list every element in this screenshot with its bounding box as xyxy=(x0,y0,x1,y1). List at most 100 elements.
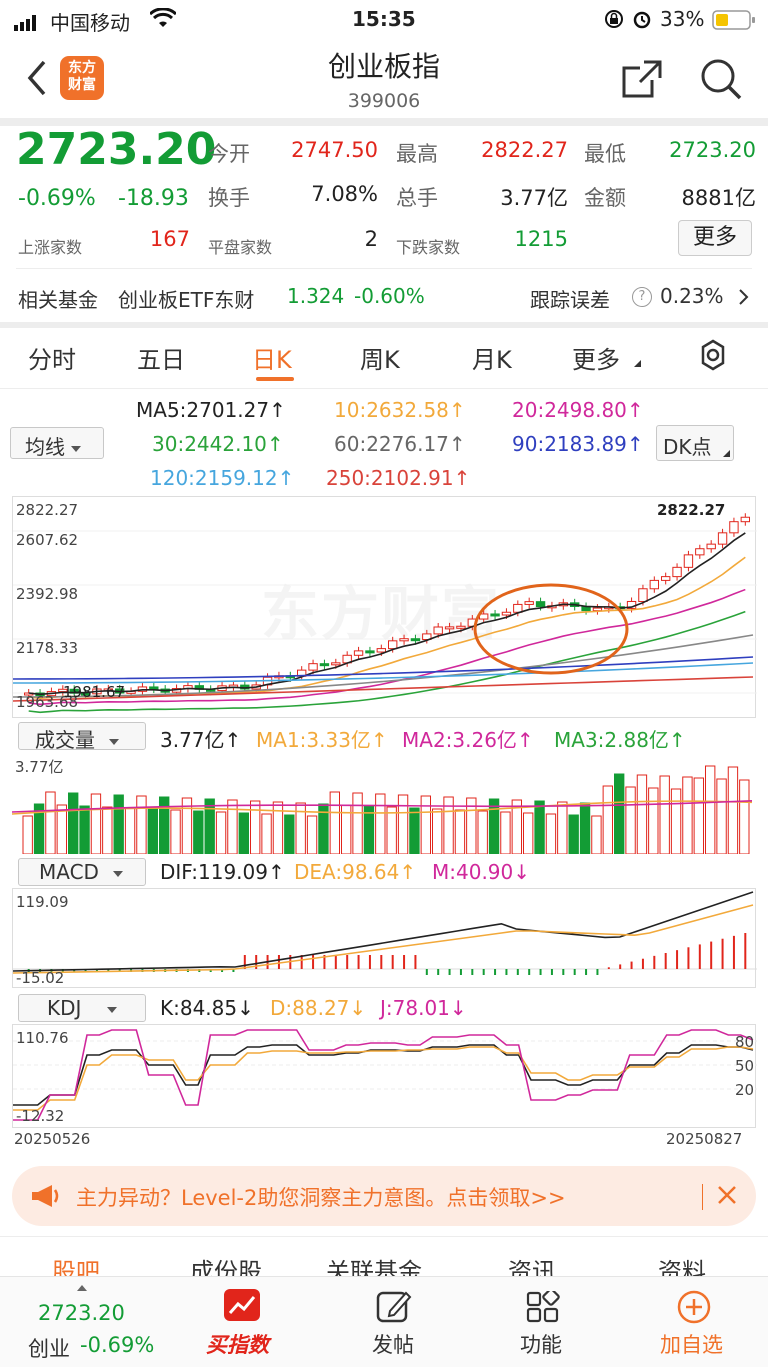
decliners-label: 下跌家数 xyxy=(396,238,461,257)
carrier: 中国移动 xyxy=(50,11,130,35)
volume-bar-down xyxy=(284,814,295,854)
candle-up xyxy=(376,648,386,653)
bottom-price: 2723.20 xyxy=(38,1301,125,1325)
fund-price: 1.324 xyxy=(287,284,345,308)
volume-value: 3.77亿↑ xyxy=(160,728,242,752)
d-line xyxy=(13,1046,754,1111)
volume-ma2: MA2:3.26亿↑ xyxy=(402,728,534,752)
tab-guba[interactable]: 股吧 xyxy=(52,1258,100,1276)
ma90-line xyxy=(13,656,754,680)
price-axis-label: 1963.68 xyxy=(16,693,79,711)
trend-chart-icon xyxy=(224,1289,260,1321)
volume-chart[interactable]: 3.77亿 xyxy=(12,754,756,854)
tab-profile[interactable]: 资料 xyxy=(658,1258,706,1276)
candle-up xyxy=(388,640,398,650)
candle-up xyxy=(717,532,728,545)
candle-up xyxy=(740,516,750,523)
ma30-value: 30:2442.10↑ xyxy=(152,432,284,456)
search-button[interactable] xyxy=(698,56,744,106)
macd-selector[interactable]: MACD xyxy=(18,858,146,886)
volume-bar-up xyxy=(272,801,284,854)
tab-intraday[interactable]: 分时 xyxy=(28,346,76,374)
date-end: 20250827 xyxy=(666,1130,743,1148)
candle-up xyxy=(399,638,409,642)
macd-axis-bottom: -15.02 xyxy=(16,969,65,987)
dk-point-button[interactable]: DK点 xyxy=(656,425,734,461)
tab-more[interactable]: 更多 xyxy=(572,346,620,374)
low-marker-label: 1981.67 xyxy=(63,683,126,701)
volume-bar-up xyxy=(102,806,113,854)
ma60-line xyxy=(13,634,754,698)
volume-bar-up xyxy=(432,808,443,854)
last-price: 2723.20 xyxy=(16,124,217,175)
tab-constituents[interactable]: 成份股 xyxy=(190,1258,262,1276)
volume-bar-down xyxy=(238,812,249,854)
dif-line xyxy=(13,891,754,972)
post-button[interactable]: 发帖 xyxy=(360,1285,430,1361)
orientation-lock-icon xyxy=(604,9,624,34)
volume-selector[interactable]: 成交量 xyxy=(18,722,146,752)
volume-bar-up xyxy=(454,809,466,854)
candle-down xyxy=(535,601,546,608)
share-button[interactable] xyxy=(620,58,664,104)
fund-label: 相关基金 xyxy=(18,288,98,312)
candle-up xyxy=(331,662,341,666)
candle-up xyxy=(513,603,523,613)
volume-bar-up xyxy=(170,809,181,854)
add-watchlist-label: 加自选 xyxy=(660,1333,723,1357)
turnover-label: 换手 xyxy=(208,186,250,210)
wifi-icon xyxy=(148,7,178,33)
alarm-icon xyxy=(632,9,652,34)
kdj-plot xyxy=(13,1029,757,1121)
collapse-arrow-icon[interactable] xyxy=(77,1285,87,1291)
volume-ma3: MA3:2.88亿↑ xyxy=(554,728,686,752)
volume-bar-up xyxy=(659,775,670,854)
tab-monthly-k[interactable]: 月K xyxy=(472,346,512,374)
candle-up xyxy=(661,576,671,581)
bottom-toolbar: 2723.20 创业 -0.69% 买指数 发帖 功能 加自选 xyxy=(0,1276,768,1367)
volume-bar-down xyxy=(488,798,500,854)
volume-ma-line xyxy=(12,800,753,813)
promo-text: 主力异动？Level-2助您洞察主力意图。点击领取>> xyxy=(76,1186,566,1210)
volume-label: 总手 xyxy=(396,186,438,210)
advancers-label: 上涨家数 xyxy=(18,238,83,257)
chart-settings-button[interactable] xyxy=(696,338,730,376)
macd-plot xyxy=(13,891,757,975)
macd-chart[interactable]: 119.09 -15.02 xyxy=(12,888,757,988)
tab-related-funds[interactable]: 关联基金 xyxy=(326,1258,422,1276)
level2-promo-banner[interactable]: 主力异动？Level-2助您洞察主力意图。点击领取>> xyxy=(12,1166,756,1226)
tab-news[interactable]: 资讯 xyxy=(508,1258,556,1276)
volume-bar-down xyxy=(68,792,79,854)
macd-dif: DIF:119.09↑ xyxy=(160,860,285,884)
grid-apps-icon xyxy=(526,1291,560,1323)
tab-weekly-k[interactable]: 周K xyxy=(360,346,400,374)
volume-ma1: MA1:3.33亿↑ xyxy=(256,728,388,752)
more-quote-button[interactable]: 更多 xyxy=(678,220,752,256)
unchanged-label: 平盘家数 xyxy=(208,238,273,257)
kdj-j: J:78.01↓ xyxy=(380,996,467,1020)
tab-five-day[interactable]: 五日 xyxy=(137,346,185,374)
tab-daily-k[interactable]: 日K xyxy=(252,346,292,374)
volume-bar-up xyxy=(136,795,147,854)
ma250-line xyxy=(13,676,754,702)
close-icon[interactable] xyxy=(716,1184,738,1210)
volume-bar-up xyxy=(682,776,693,854)
kdj-d: D:88.27↓ xyxy=(270,996,367,1020)
volume-bar-up xyxy=(602,785,613,854)
add-watchlist-button[interactable]: 加自选 xyxy=(652,1285,738,1361)
functions-button[interactable]: 功能 xyxy=(508,1285,578,1361)
back-button[interactable] xyxy=(20,58,52,98)
help-icon[interactable]: ? xyxy=(632,287,652,307)
dropdown-icon xyxy=(71,445,81,452)
ma5-value: MA5:2701.27↑ xyxy=(136,398,286,422)
candle-up xyxy=(353,650,364,656)
ma-selector[interactable]: 均线 xyxy=(10,427,104,459)
kdj-selector[interactable]: KDJ xyxy=(18,994,146,1022)
kdj-chart[interactable]: 110.76 -12.32 80 50 20 xyxy=(12,1024,757,1128)
buy-index-button[interactable]: 买指数 xyxy=(196,1285,288,1361)
ma20-line xyxy=(28,588,746,706)
ma250-value: 250:2102.91↑ xyxy=(326,466,471,490)
ma120-line xyxy=(13,662,754,684)
